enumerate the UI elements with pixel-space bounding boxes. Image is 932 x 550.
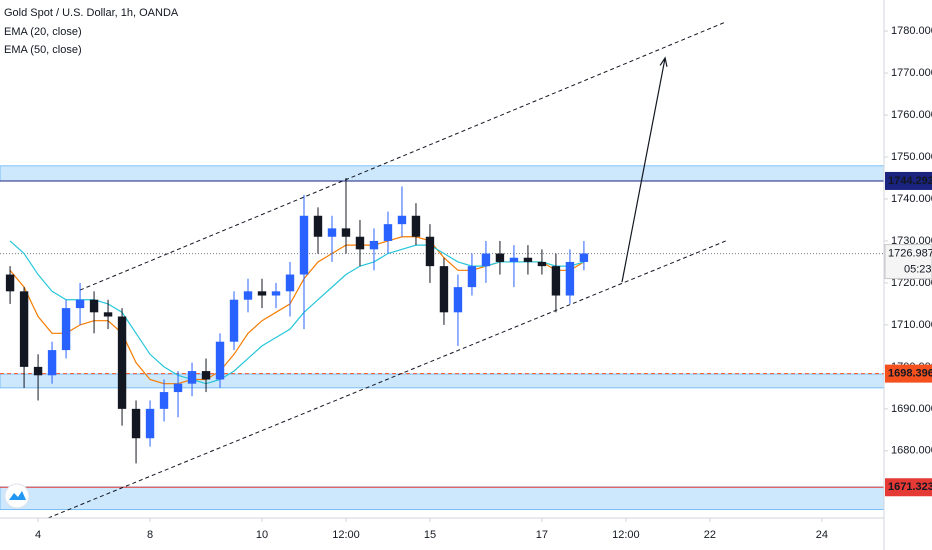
zone-band: [0, 373, 884, 389]
x-tick-label: 12:00: [612, 529, 640, 541]
candle-body: [453, 287, 463, 313]
logo: [4, 483, 30, 509]
plot-area: [0, 21, 884, 518]
countdown-label: 05:23: [904, 264, 932, 276]
candle-body: [103, 312, 113, 317]
arrow: [621, 56, 668, 283]
y-tick-label: 1730.000: [891, 235, 932, 247]
last-price-box: [884, 244, 932, 280]
x-tick-label: 10: [256, 529, 268, 541]
candle-body: [47, 350, 57, 376]
channel-line: [47, 239, 728, 518]
candle-body: [397, 215, 407, 225]
candle-body: [341, 228, 351, 237]
candle-body: [509, 257, 519, 262]
candle-body: [61, 308, 71, 351]
y-tick-label: 1740.000: [891, 193, 932, 205]
candle-body: [215, 341, 225, 380]
candle-body: [327, 228, 337, 237]
candle-body: [201, 371, 211, 380]
candle-body: [131, 408, 141, 439]
x-tick-label: 22: [704, 529, 716, 541]
y-tick-label: 1750.000: [891, 151, 932, 163]
zone-band: [0, 165, 884, 182]
x-tick-label: 24: [816, 529, 828, 541]
y-tick-label: 1720.000: [891, 277, 932, 289]
x-tick-label: 15: [424, 529, 436, 541]
candle-body: [257, 291, 267, 296]
legend-entry: EMA (20, close): [4, 26, 82, 38]
candle-body: [383, 224, 393, 241]
price-label: 1671.323: [888, 481, 932, 493]
candle-body: [117, 316, 127, 409]
x-tick-label: 8: [147, 529, 153, 541]
candle-body: [33, 366, 43, 376]
legend-entry: EMA (50, close): [4, 44, 82, 56]
candle-body: [243, 291, 253, 300]
x-tick-label: 12:00: [332, 529, 360, 541]
x-tick-label: 17: [536, 529, 548, 541]
candle-body: [75, 299, 85, 309]
last-price-label: 1726.987: [888, 248, 932, 260]
candle-body: [89, 299, 99, 313]
candle-body: [579, 253, 589, 262]
candle-body: [355, 236, 365, 250]
candle-body: [565, 261, 575, 296]
candle-body: [173, 383, 183, 393]
candle-body: [145, 408, 155, 439]
candle-body: [229, 299, 239, 342]
price-label: 1744.292: [888, 175, 932, 187]
y-tick-label: 1680.000: [891, 445, 932, 457]
candle-body: [19, 291, 29, 367]
price-label-box: [885, 171, 932, 190]
y-tick-label: 1710.000: [891, 319, 932, 331]
candle-body: [523, 257, 533, 262]
candle-body: [495, 253, 505, 262]
candle-body: [313, 215, 323, 237]
y-tick-label: 1780.000: [891, 25, 932, 37]
candle-body: [271, 291, 281, 296]
candle-body: [411, 215, 421, 237]
y-tick-label: 1770.000: [891, 67, 932, 79]
zone-band: [0, 486, 884, 511]
candle-body: [481, 253, 491, 267]
candle-body: [299, 215, 309, 275]
price-label: 1698.396: [888, 368, 932, 380]
candle-body: [285, 274, 295, 292]
candle-body: [467, 266, 477, 288]
candle-body: [159, 392, 169, 409]
candle-body: [537, 261, 547, 267]
channel-line: [79, 21, 726, 291]
x-tick-label: 4: [35, 529, 41, 541]
candle-body: [425, 236, 435, 267]
price-label-box: [885, 478, 932, 497]
y-tick-label: 1690.000: [891, 403, 932, 415]
price-label-box: [885, 364, 932, 383]
candle-body: [187, 371, 197, 384]
candle-body: [369, 240, 379, 250]
chart-title: Gold Spot / U.S. Dollar, 1h, OANDA: [4, 7, 179, 19]
candle-body: [5, 274, 15, 292]
y-tick-label: 1760.000: [891, 109, 932, 121]
candle-body: [439, 266, 449, 313]
candle-body: [551, 266, 561, 296]
